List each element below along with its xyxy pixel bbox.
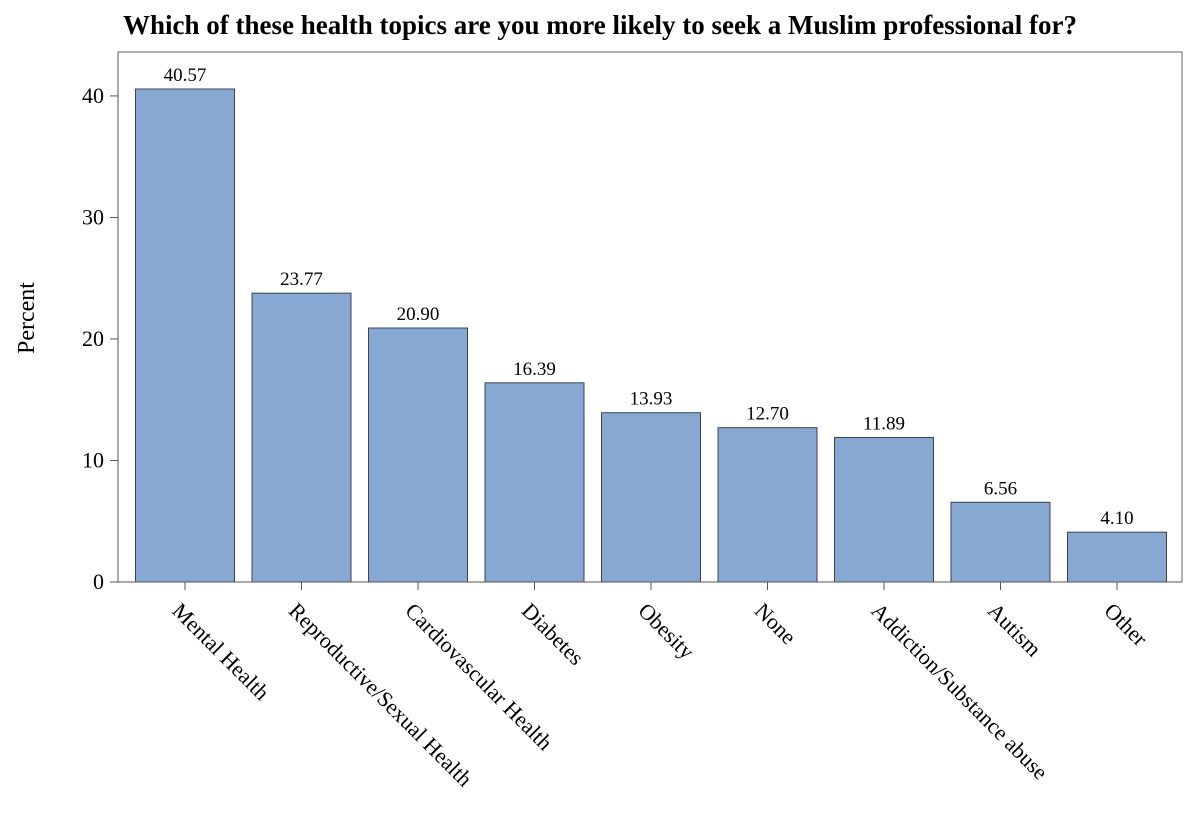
y-axis: 0 10 20 30 40: [82, 52, 119, 594]
bar: [135, 88, 235, 583]
x-tick-label: Mental Health: [167, 598, 274, 705]
bar-value-label: 16.39: [513, 359, 556, 380]
bar-value-label: 12.70: [746, 404, 789, 425]
bar: [717, 427, 818, 583]
x-tick-label: Autism: [983, 598, 1046, 661]
y-tick-label: 40: [82, 83, 104, 108]
bar-value-label: 13.93: [630, 389, 673, 410]
y-axis-label: Percent: [14, 282, 40, 354]
bar: [251, 292, 352, 583]
bar: [368, 327, 468, 583]
bar: [484, 382, 585, 583]
y-tick-label: 10: [82, 447, 104, 472]
bar-value-label: 20.90: [397, 304, 440, 325]
x-tick-label: Other: [1099, 598, 1153, 652]
bar: [1067, 531, 1167, 583]
y-tick-label: 30: [82, 204, 104, 229]
bar: [834, 437, 934, 583]
bar-value-label: 40.57: [164, 65, 207, 86]
bars-group: 40.57 23.77 20.90 16.39 13.93 12.70 11.89 6.56 4…: [135, 65, 1167, 583]
bar-value-label: 4.10: [1100, 508, 1133, 529]
bar-value-label: 23.77: [280, 269, 323, 290]
x-axis: Mental Health Reproductive/Sexual HealthC…: [118, 581, 1182, 791]
chart-title: Which of these health topics are you mor…: [123, 10, 1077, 40]
bar-value-label: 6.56: [984, 478, 1017, 499]
y-tick-label: 20: [82, 326, 104, 351]
x-tick-label: Obesity: [633, 598, 699, 664]
x-tick-label: None: [750, 598, 801, 649]
bar: [950, 501, 1051, 583]
y-tick-label: 0: [93, 569, 104, 594]
bar-value-label: 11.89: [863, 414, 905, 435]
x-tick-label: Diabetes: [517, 598, 589, 670]
bar: [601, 412, 701, 583]
